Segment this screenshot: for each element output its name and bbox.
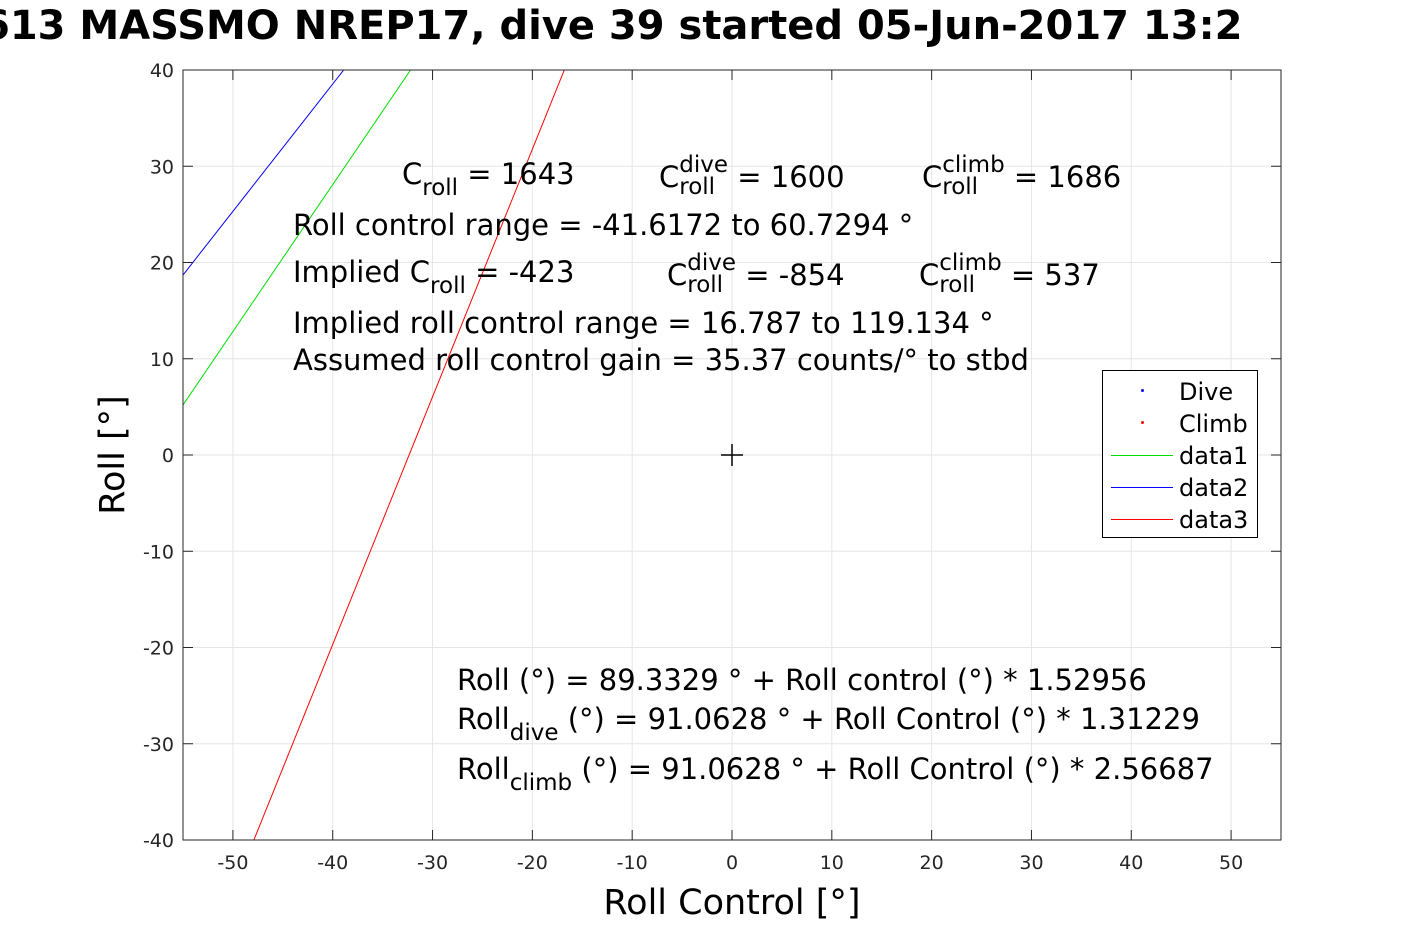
legend-climb-marker — [1141, 421, 1144, 424]
c-climb-value: = 1686 — [1004, 159, 1122, 194]
c-dive-sub: roll — [679, 173, 716, 200]
legend-item-data3: data3 — [1103, 503, 1257, 535]
x-tick-label: -10 — [617, 852, 648, 874]
y-tick-label: 40 — [150, 60, 174, 82]
implied-climb-letter: C — [919, 257, 940, 292]
legend-dive-marker — [1141, 389, 1144, 392]
tick-labels: -50 -40 -30 -20 -10 0 10 20 30 40 50 40 30 20 10 0 -10 -2… — [143, 60, 1243, 874]
x-tick-label: -30 — [417, 852, 448, 874]
c-climb-stack: climb roll — [942, 152, 1005, 200]
legend-item-climb: Climb — [1103, 407, 1257, 439]
roll-control-range-text: Roll control range = -41.6172 to 60.7294… — [293, 208, 914, 242]
implied-climb-value: = 537 — [1001, 257, 1100, 292]
legend-data3-label: data3 — [1179, 506, 1249, 534]
c-climb-sub: roll — [942, 173, 979, 200]
c-roll-annotation: Croll = 1643 — [402, 157, 575, 201]
implied-dive-letter: C — [667, 257, 688, 292]
x-tick-label: -50 — [217, 852, 248, 874]
x-tick-label: 40 — [1119, 852, 1143, 874]
legend-data2-line — [1111, 487, 1173, 488]
roll-climb-equation: Rollclimb (°) = 91.0628 ° + Roll Control… — [457, 752, 1214, 796]
implied-range-text: Implied roll control range = 16.787 to 1… — [293, 306, 994, 340]
y-axis-label: Roll [°] — [93, 395, 133, 515]
x-tick-label: 10 — [820, 852, 844, 874]
series-line-data1 — [183, 70, 411, 406]
legend-item-data1: data1 — [1103, 439, 1257, 471]
c-climb-sup: climb — [942, 152, 1005, 178]
y-tick-label: 20 — [150, 253, 174, 275]
axes-box — [182, 69, 1282, 841]
legend-item-data2: data2 — [1103, 471, 1257, 503]
implied-prefix: Implied C — [293, 255, 431, 289]
eq3-prefix: Roll — [457, 752, 510, 786]
implied-climb-sub: roll — [939, 271, 976, 298]
y-tick-label: -40 — [143, 830, 174, 852]
series-line-data2 — [183, 70, 345, 276]
x-tick-label: 30 — [1019, 852, 1043, 874]
y-tick-label: 10 — [150, 349, 174, 371]
y-tick-label: -10 — [143, 541, 174, 563]
implied-dive-value: = -854 — [736, 257, 845, 292]
legend: Dive Climb data1 data2 data3 — [1102, 370, 1258, 538]
legend-item-dive: Dive — [1103, 375, 1257, 407]
eq3-rest: (°) = 91.0628 ° + Roll Control (°) * 2.5… — [572, 752, 1214, 786]
series-line-data3 — [253, 70, 565, 840]
gain-text: Assumed roll control gain = 35.37 counts… — [293, 343, 1029, 377]
implied-dive-stack: dive roll — [687, 250, 737, 298]
implied-dive-sub: roll — [687, 271, 724, 298]
implied-climb-stack: climb roll — [939, 250, 1002, 298]
y-tick-label: 0 — [162, 445, 174, 467]
eq2-prefix: Roll — [457, 702, 510, 736]
x-tick-label: 50 — [1219, 852, 1243, 874]
c-dive-letter: C — [659, 159, 680, 194]
legend-dive-label: Dive — [1179, 378, 1234, 406]
x-tick-label: -20 — [517, 852, 548, 874]
x-axis-label: Roll Control [°] — [603, 883, 860, 923]
origin-marker — [721, 444, 743, 466]
y-tick-label: -30 — [143, 734, 174, 756]
x-tick-label: -40 — [317, 852, 348, 874]
roll-equation: Roll (°) = 89.3329 ° + Roll control (°) … — [457, 663, 1147, 697]
c-dive-value: = 1600 — [728, 159, 845, 194]
roll-dive-equation: Rolldive (°) = 91.0628 ° + Roll Control … — [457, 702, 1200, 746]
implied-c-sub: roll — [430, 273, 466, 299]
c-dive-stack: dive roll — [679, 152, 729, 200]
implied-c-roll-annotation: Implied Croll = -423 — [293, 255, 575, 299]
legend-data1-label: data1 — [1179, 442, 1249, 470]
c-climb-letter: C — [922, 159, 943, 194]
y-tick-label: -20 — [143, 638, 174, 660]
x-tick-label: 20 — [920, 852, 944, 874]
legend-data1-line — [1111, 455, 1173, 456]
legend-data3-line — [1111, 519, 1173, 520]
x-tick-label: 0 — [726, 852, 738, 874]
implied-climb-sup: climb — [939, 250, 1002, 276]
implied-dive-sup: dive — [687, 250, 737, 276]
c-roll-letter: C — [402, 157, 423, 191]
implied-c-value: = -423 — [465, 255, 575, 289]
eq2-rest: (°) = 91.0628 ° + Roll Control (°) * 1.3… — [558, 702, 1200, 736]
eq2-sub: dive — [509, 720, 559, 746]
eq3-sub: climb — [509, 770, 573, 796]
legend-data2-label: data2 — [1179, 474, 1249, 502]
legend-climb-label: Climb — [1179, 410, 1248, 438]
c-roll-value: = 1643 — [458, 157, 575, 191]
chart-title: 613 MASSMO NREP17, dive 39 started 05-Ju… — [0, 3, 1243, 49]
c-roll-sub: roll — [422, 175, 459, 201]
c-dive-sup: dive — [679, 152, 729, 178]
axes-frame — [182, 69, 1282, 841]
series-group — [183, 70, 565, 840]
y-tick-label: 30 — [150, 156, 174, 178]
